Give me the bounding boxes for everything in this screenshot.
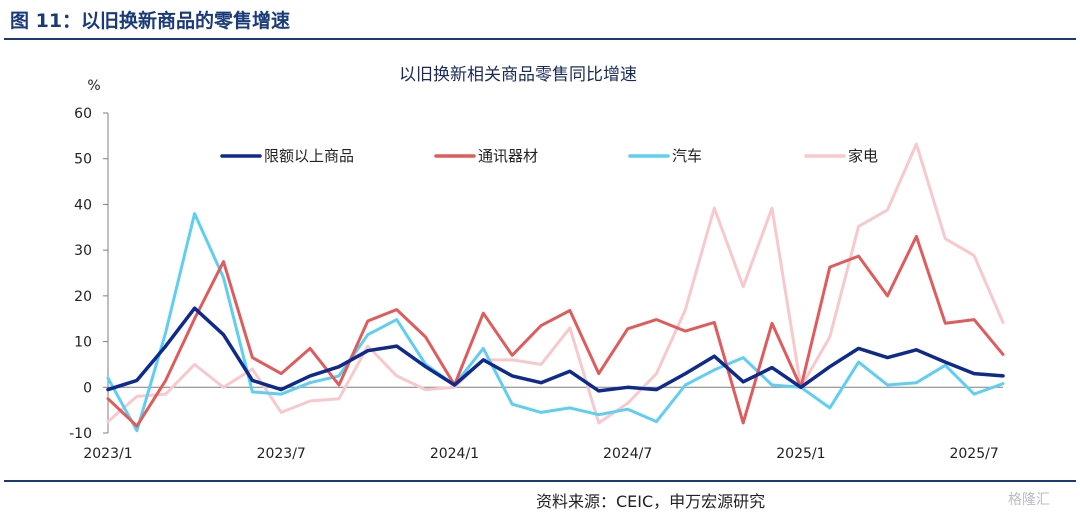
- y-tick-label: 40: [74, 197, 92, 213]
- y-tick-label: 60: [74, 106, 92, 122]
- y-tick-label: 30: [74, 243, 92, 259]
- chart-title: 以旧换新相关商品零售同比增速: [399, 65, 637, 85]
- y-tick-label: 10: [74, 335, 92, 351]
- x-tick-label: 2023/1: [83, 446, 132, 462]
- y-tick-label: 0: [83, 380, 92, 396]
- y-tick-label: 50: [74, 152, 92, 168]
- x-tick-label: 2025/1: [776, 446, 825, 462]
- line-chart: 以旧换新相关商品零售同比增速 % -10 0 10 20 30 40 50 60 2023/1…: [69, 65, 1005, 462]
- legend-label-1: 限额以上商品: [264, 147, 354, 165]
- figure-title: 图 11：以旧换新商品的零售增速: [10, 10, 291, 32]
- legend-label-2: 通讯器材: [478, 147, 538, 165]
- series-layer: [106, 142, 1005, 433]
- x-tick-label: 2025/7: [949, 446, 998, 462]
- series-line-4: [106, 142, 1005, 425]
- x-tick-label: 2024/7: [603, 446, 652, 462]
- series-line-1: [106, 306, 1005, 393]
- x-axis: 2023/1 2023/7 2024/1 2024/7 2025/1 2025/7: [83, 386, 1003, 462]
- series-line-2: [106, 234, 1005, 428]
- x-tick-label: 2023/7: [257, 446, 306, 462]
- header-rule: [4, 38, 1076, 40]
- source-note: 资料来源：CEIC，申万宏源研究: [536, 492, 766, 511]
- watermark-logo: 格隆汇: [1008, 492, 1050, 508]
- y-tick-label: 20: [74, 289, 92, 305]
- figure-header: 图 11：以旧换新商品的零售增速: [0, 0, 1080, 44]
- series-line-3: [106, 212, 1005, 433]
- legend-label-3: 汽车: [672, 147, 702, 165]
- x-tick-label: 2024/1: [430, 446, 479, 462]
- footer-rule: [4, 480, 1076, 482]
- y-axis-unit-label: %: [87, 78, 100, 94]
- y-tick-label: -10: [69, 426, 92, 442]
- legend-label-4: 家电: [848, 147, 878, 165]
- legend: 限额以上商品 通讯器材 汽车 家电: [220, 147, 878, 165]
- y-axis: -10 0 10 20 30 40 50 60: [69, 106, 109, 442]
